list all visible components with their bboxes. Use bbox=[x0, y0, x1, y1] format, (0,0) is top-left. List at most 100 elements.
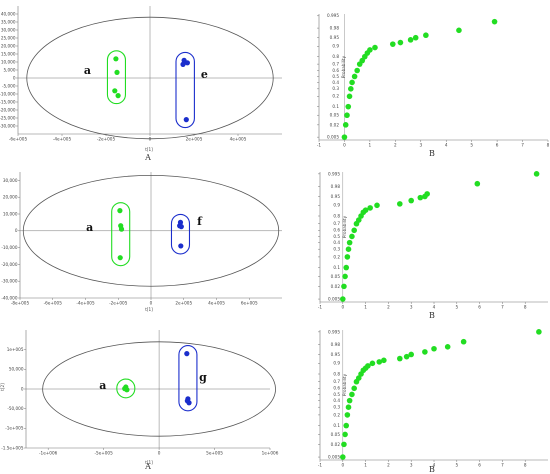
score-2-ytick-label: -30,000 bbox=[1, 279, 17, 284]
prob-3-point bbox=[408, 197, 415, 204]
prob-5-ytick-label: 0.6 bbox=[333, 386, 340, 391]
score-2-group-a-point bbox=[118, 226, 125, 232]
prob-1-point bbox=[491, 18, 498, 25]
score-4-xtick-label: 1e+006 bbox=[262, 451, 279, 456]
score-4-ytick-label: 1e+005 bbox=[7, 347, 24, 352]
score-2-ytick-label: 20,000 bbox=[3, 195, 18, 200]
score-4-group-a-outline bbox=[116, 378, 136, 399]
prob-3-point bbox=[349, 233, 355, 240]
score-4-group-label-g: g bbox=[199, 371, 207, 384]
prob-1-xtick-label: 0 bbox=[343, 143, 346, 148]
prob-1-xtick-label: 6 bbox=[496, 143, 499, 148]
score-0-group-a-point bbox=[113, 56, 119, 62]
prob-5-xtick-label: 5 bbox=[455, 463, 458, 468]
score-2-group-f-point bbox=[177, 223, 183, 229]
score-2-xlabel: t[1] bbox=[145, 307, 153, 312]
prob-5-ytick-label: 0.995 bbox=[328, 329, 340, 334]
prob-1-xtick-label: 7 bbox=[521, 143, 524, 148]
prob-5-xtick-label: 0 bbox=[341, 463, 344, 468]
prob-5-point bbox=[422, 349, 428, 355]
score-4-ytick-label: -1e+005 bbox=[5, 426, 24, 431]
prob-5-ytick-label: 0.95 bbox=[331, 352, 341, 357]
prob-5-point bbox=[376, 359, 383, 365]
score-2-group-a-outline bbox=[111, 202, 131, 267]
prob-3-ytick-label: 0.4 bbox=[333, 240, 340, 245]
prob-5-ylabel: Probability bbox=[342, 373, 347, 396]
prob-3-point bbox=[341, 283, 347, 290]
prob-3-point bbox=[355, 217, 362, 223]
prob-3-point bbox=[346, 239, 353, 246]
prob-3-point bbox=[397, 201, 403, 207]
prob-5-point bbox=[351, 385, 358, 392]
prob-5-point bbox=[344, 412, 351, 418]
score-2-group-a-point bbox=[117, 255, 123, 261]
score-0-group-a-point bbox=[115, 93, 121, 99]
prob-1-point bbox=[397, 39, 404, 46]
score-0-group-a-point bbox=[112, 88, 118, 94]
score-2-xtick-label: 4e+005 bbox=[208, 301, 225, 306]
prob-3-xtick-label: 5 bbox=[455, 305, 458, 310]
prob-5-point bbox=[343, 422, 350, 429]
prob-1-point bbox=[456, 27, 462, 34]
prob-3-point bbox=[533, 171, 540, 177]
prob-1-point bbox=[407, 37, 414, 43]
prob-1-ytick-label: 0.7 bbox=[332, 62, 339, 67]
prob-5-point bbox=[365, 363, 371, 369]
prob-1-ytick-label: 0.995 bbox=[327, 13, 339, 18]
prob-1-xtick-label: 2 bbox=[394, 143, 397, 148]
prob-3-point bbox=[345, 246, 352, 253]
score-0-ytick-label: 20,000 bbox=[1, 43, 16, 48]
score-0-ytick-label: -30,000 bbox=[0, 123, 16, 128]
score-4-group-g-point bbox=[184, 398, 190, 404]
prob-1-ytick-label: 0.4 bbox=[332, 80, 339, 85]
prob-3-xtick-label: -1 bbox=[318, 305, 323, 310]
prob-1-xtick-label: -1 bbox=[317, 143, 322, 148]
prob-1-xtick-label: 8 bbox=[547, 143, 550, 148]
prob-3-ytick-label: 0.95 bbox=[331, 194, 341, 199]
prob-1-point bbox=[372, 44, 378, 51]
score-2-group-a-point bbox=[117, 208, 123, 214]
score-4-xlabel: t[1] bbox=[145, 460, 153, 465]
prob-1-point bbox=[351, 73, 358, 80]
prob-1-panel-letter: B bbox=[429, 149, 435, 158]
score-0-ytick-label: 10,000 bbox=[1, 59, 16, 64]
prob-1-xtick-label: 5 bbox=[470, 143, 473, 148]
prob-3-point bbox=[344, 254, 351, 260]
prob-3-ytick-label: 0.005 bbox=[328, 296, 340, 301]
score-0-group-e-point bbox=[184, 60, 190, 66]
prob-5-panel-letter: B bbox=[429, 465, 435, 474]
prob-5-ytick-label: 0.5 bbox=[333, 392, 340, 397]
score-0-xlabel: t[1] bbox=[145, 147, 153, 152]
prob-1-point bbox=[349, 79, 355, 86]
prob-1-point bbox=[346, 93, 353, 100]
score-2-ytick-label: 0 bbox=[15, 228, 18, 233]
prob-5-point bbox=[346, 397, 353, 404]
score-2-ytick-label: 10,000 bbox=[3, 211, 18, 216]
prob-5-point bbox=[403, 353, 410, 360]
prob-3-xtick-label: 6 bbox=[478, 305, 481, 310]
prob-5-point bbox=[369, 360, 376, 367]
score-4-ytick-label: 0 bbox=[21, 386, 24, 391]
prob-1-xtick-label: 3 bbox=[419, 143, 422, 148]
prob-5-ytick-label: 0.8 bbox=[333, 371, 340, 376]
prob-1-point bbox=[345, 103, 352, 110]
score-2-group-f-point bbox=[178, 243, 184, 249]
score-0-group-e-outline bbox=[175, 51, 195, 129]
score-2-ytick-label: 30,000 bbox=[3, 178, 18, 183]
prob-1-ytick-label: 0.5 bbox=[332, 74, 339, 79]
prob-1-ytick-label: 0.3 bbox=[332, 86, 339, 91]
prob-1-point bbox=[423, 32, 429, 39]
prob-5-xtick-label: -1 bbox=[318, 463, 323, 468]
score-2-xtick-label: 0 bbox=[150, 301, 153, 306]
score-4-ytick-label: -50,000 bbox=[7, 406, 23, 411]
prob-3-point bbox=[343, 264, 350, 271]
score-4-ytick-label: -1.5e+005 bbox=[1, 445, 24, 450]
score-0-ytick-label: 0 bbox=[13, 75, 16, 80]
score-4-xtick-label: 0 bbox=[158, 451, 161, 456]
score-0-group-e-point bbox=[180, 61, 186, 67]
prob-1-point bbox=[344, 112, 350, 119]
prob-5-point bbox=[431, 345, 437, 352]
prob-3-ytick-label: 0.8 bbox=[333, 213, 340, 218]
score-0-group-label-e: e bbox=[201, 68, 208, 81]
prob-1-ytick-label: 0.02 bbox=[330, 122, 340, 127]
